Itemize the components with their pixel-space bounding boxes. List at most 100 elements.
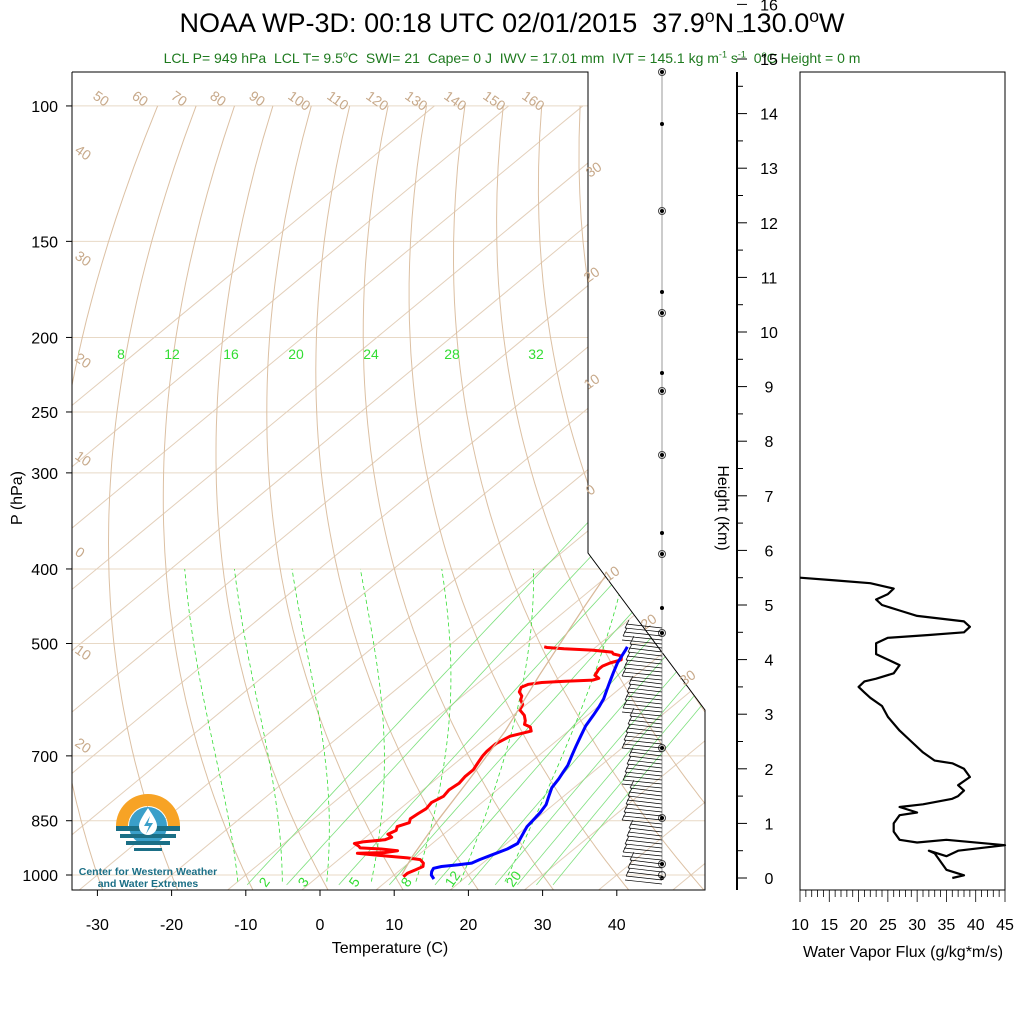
dry-adiabat-label: 160 xyxy=(519,87,547,114)
mixing-ratio-label: 3 xyxy=(294,874,312,890)
isotherm-line xyxy=(299,105,705,890)
x-tick-label: -20 xyxy=(160,917,183,934)
wind-barb xyxy=(629,823,663,829)
wind-barb-flag xyxy=(624,619,630,629)
wind-barb xyxy=(624,627,663,633)
isotherm-line xyxy=(72,105,584,890)
wind-level-dot xyxy=(660,290,664,294)
wind-barb xyxy=(625,659,663,665)
mixing-ratio-label: 8 xyxy=(117,346,125,362)
wind-barb xyxy=(629,751,663,757)
isotherm-line xyxy=(72,105,705,890)
mixing-ratio-label: 24 xyxy=(363,346,379,362)
mixing-ratio-line xyxy=(516,383,705,886)
height-tick-label: 6 xyxy=(765,543,774,560)
height-tick-label: 13 xyxy=(760,161,778,178)
wind-barb xyxy=(622,743,663,749)
y-tick-label: 150 xyxy=(31,234,58,251)
wind-barb-flag xyxy=(626,683,632,693)
moist-adiabat-line xyxy=(460,569,534,882)
wind-barb xyxy=(623,631,663,637)
mixing-ratio-line xyxy=(338,383,705,886)
wind-level-dot xyxy=(660,122,664,126)
wind-barb xyxy=(625,695,663,701)
height-tick-label: 3 xyxy=(765,707,774,724)
height-tick-label: 0 xyxy=(765,871,774,888)
dry-adiabat-line xyxy=(772,106,1024,891)
dry-adiabat-line xyxy=(694,105,705,890)
mixing-ratio-label: 28 xyxy=(444,346,460,362)
wind-barb xyxy=(623,775,663,781)
isotherm-line xyxy=(522,105,705,890)
dry-adiabat-line xyxy=(315,105,480,890)
isotherm-line xyxy=(225,105,705,890)
wind-barb-flag xyxy=(627,859,633,869)
x-tick-label: -30 xyxy=(86,917,109,934)
wind-barb xyxy=(621,783,663,789)
right-edge-label: 20 xyxy=(638,610,660,632)
x-tick-label: 40 xyxy=(608,917,626,934)
wind-barb xyxy=(621,675,663,681)
wind-barb xyxy=(624,807,663,813)
wind-barb xyxy=(627,723,663,729)
wind-barb xyxy=(626,763,663,769)
flux-x-tick-label: 45 xyxy=(996,917,1014,934)
dry-adiabat-line xyxy=(72,105,159,890)
wind-barb xyxy=(625,767,663,773)
wind-barb-flag xyxy=(624,835,630,845)
wind-barb xyxy=(629,679,663,685)
dry-adiabat-label: 100 xyxy=(285,87,313,114)
wind-barb xyxy=(628,647,663,653)
calm-circle xyxy=(658,744,666,752)
height-axis-label: Height (Km) xyxy=(714,465,731,550)
wind-barb xyxy=(628,863,663,869)
height-tick-label: 11 xyxy=(761,270,778,287)
isotherm-line xyxy=(374,105,705,890)
wind-barb-flag xyxy=(625,723,631,733)
wind-barb xyxy=(625,875,663,881)
moist-adiabat-line xyxy=(291,568,330,882)
wind-barb xyxy=(623,739,663,745)
flux-x-tick-label: 20 xyxy=(850,917,868,934)
dry-adiabat-line xyxy=(849,106,1024,891)
cape-value: Cape= 0 J xyxy=(427,50,492,66)
wind-barb-flag xyxy=(629,707,635,717)
right-edge-label: 20 xyxy=(581,263,603,285)
height-tick-label: 16 xyxy=(760,0,778,14)
wind-barb-flag xyxy=(629,851,635,861)
y-tick-label: 1000 xyxy=(22,868,58,885)
wind-barb xyxy=(624,699,663,705)
wind-barb-flag xyxy=(628,747,634,757)
dry-adiabat-line xyxy=(656,105,705,890)
moist-adiabat-line xyxy=(360,568,385,882)
wind-barb xyxy=(626,727,663,733)
wind-barb xyxy=(628,827,663,833)
mixing-ratio-line xyxy=(388,383,705,886)
wind-barb xyxy=(622,815,663,821)
logo-caption: Center for Western Weather and Water Ext… xyxy=(78,866,218,890)
right-edge-label: 0 xyxy=(583,481,599,499)
wind-barb xyxy=(622,779,663,785)
calm-circle xyxy=(658,207,666,215)
wind-barb xyxy=(621,711,663,717)
mixing-ratio-label: 32 xyxy=(528,346,544,362)
y-tick-label: 500 xyxy=(31,636,58,653)
dry-adiabat-label: 150 xyxy=(480,87,508,114)
flux-x-tick-label: 30 xyxy=(908,917,926,934)
right-edge-label: 30 xyxy=(677,666,699,688)
wind-barb-flag xyxy=(628,675,634,685)
wind-barb-flag xyxy=(624,763,630,773)
wind-level-dot xyxy=(660,453,664,457)
x-tick-label: 20 xyxy=(460,917,478,934)
right-edge-label: 30 xyxy=(583,158,605,180)
cw3e-logo-icon xyxy=(116,794,180,851)
wind-barb xyxy=(626,691,663,697)
x-tick-label: 30 xyxy=(534,917,552,934)
wind-barb xyxy=(628,755,663,761)
wind-barb-flag xyxy=(623,803,629,813)
y-tick-label: 400 xyxy=(31,562,58,579)
wind-level-dot xyxy=(660,70,664,74)
wind-barb xyxy=(624,879,663,885)
left-edge-label: 20 xyxy=(72,734,94,756)
